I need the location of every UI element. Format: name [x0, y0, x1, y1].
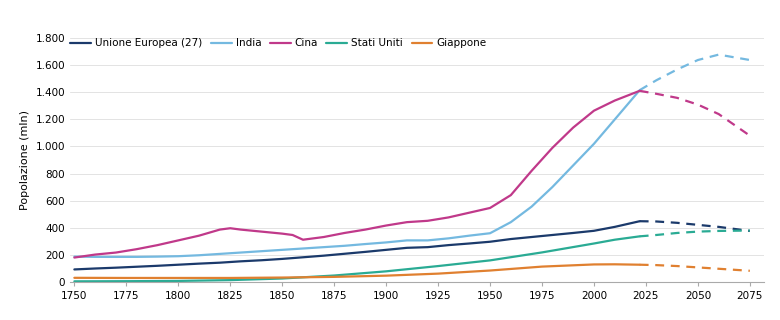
- Legend: Unione Europea (27), India, Cina, Stati Uniti, Giappone: Unione Europea (27), India, Cina, Stati …: [70, 38, 487, 48]
- Y-axis label: Popolazione (mln): Popolazione (mln): [20, 110, 30, 210]
